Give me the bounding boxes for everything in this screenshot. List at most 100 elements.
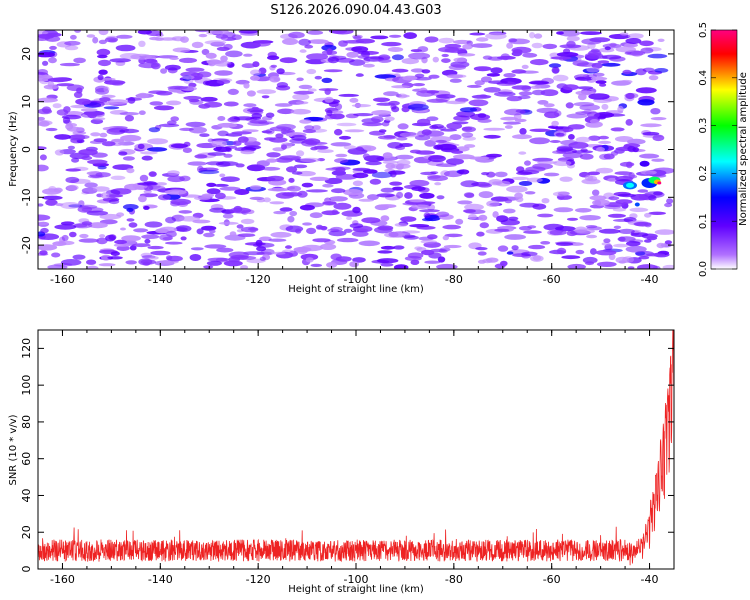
heatmap-cell: [483, 134, 501, 139]
heatmap-cell: [463, 209, 476, 213]
heatmap-cell: [603, 153, 615, 160]
heatmap-cell: [562, 152, 583, 159]
heatmap-cell: [349, 261, 359, 268]
heatmap-cell: [389, 34, 402, 38]
heatmap-cell: [599, 83, 607, 87]
heatmap-cell: [38, 69, 48, 76]
heatmap-cell: [220, 55, 228, 62]
heatmap-cell: [109, 58, 131, 63]
heatmap-cell: [56, 109, 69, 116]
heatmap-cell: [476, 231, 485, 237]
colorbar-tick-label: 0.3: [698, 118, 709, 134]
heatmap-cell: [650, 117, 667, 121]
heatmap-cell: [336, 122, 357, 127]
heatmap-cell: [575, 76, 594, 81]
heatmap-cell: [216, 46, 230, 52]
heatmap-cell: [217, 130, 229, 137]
heatmap-cell: [648, 75, 659, 81]
heatmap-cell: [399, 132, 420, 138]
heatmap-cell: [652, 134, 665, 142]
heatmap-cell: [294, 164, 308, 169]
heatmap-cell: [247, 108, 264, 113]
heatmap-cell: [625, 38, 642, 44]
heatmap-cell: [147, 147, 168, 152]
heatmap-cell: [137, 30, 152, 35]
heatmap-cell: [312, 125, 321, 130]
heatmap-cell: [424, 36, 439, 43]
heatmap-cell: [598, 228, 621, 234]
heatmap-cell: [627, 266, 635, 269]
heatmap-cell: [39, 120, 50, 127]
y-tick-label: 0: [20, 146, 33, 153]
heatmap-cell: [555, 242, 574, 247]
heatmap-cell: [528, 81, 550, 85]
heatmap-cell: [125, 260, 137, 265]
heatmap-cell: [200, 96, 218, 102]
heatmap-cell: [592, 72, 605, 77]
heatmap-cell: [657, 38, 665, 42]
heatmap-cell: [308, 39, 329, 44]
heatmap-cell: [97, 165, 107, 170]
heatmap-cell: [524, 191, 536, 195]
heatmap-cell: [206, 161, 224, 166]
heatmap-cell: [299, 119, 312, 124]
heatmap-cell: [595, 167, 614, 174]
heatmap-cell: [610, 127, 625, 132]
heatmap-cell: [110, 251, 120, 256]
heatmap-cell: [240, 226, 259, 233]
y-tick-label: -10: [20, 188, 33, 206]
heatmap-cell: [206, 59, 222, 65]
heatmap-peak: [657, 181, 662, 185]
heatmap-cell: [619, 79, 633, 84]
heatmap-cell: [322, 201, 337, 206]
heatmap-cell: [86, 34, 96, 38]
heatmap-cell: [351, 46, 369, 53]
heatmap-cell: [322, 183, 334, 188]
heatmap-cell: [449, 78, 462, 83]
heatmap-cell: [419, 209, 440, 213]
heatmap-cell: [43, 84, 59, 90]
heatmap-cell: [269, 201, 285, 205]
heatmap-cell: [277, 108, 295, 115]
heatmap-cell: [401, 106, 410, 113]
heatmap-cell: [521, 64, 529, 69]
heatmap-cell: [443, 244, 462, 249]
heatmap-cell: [206, 182, 217, 187]
heatmap-cell: [423, 212, 431, 219]
heatmap-cell: [506, 185, 528, 193]
heatmap-cell: [613, 243, 629, 248]
heatmap-cell: [625, 119, 633, 126]
heatmap-cell: [54, 224, 77, 230]
heatmap-cell: [601, 242, 611, 246]
heatmap-cell: [390, 171, 397, 178]
heatmap-cell: [116, 34, 133, 39]
heatmap-cell: [88, 222, 108, 229]
heatmap-cell: [356, 146, 364, 151]
heatmap-cell: [188, 126, 207, 134]
heatmap-cell: [307, 30, 324, 35]
heatmap-cell: [592, 189, 600, 196]
heatmap-cell: [568, 134, 575, 140]
heatmap-cell: [595, 249, 617, 256]
heatmap-cell: [139, 174, 149, 182]
heatmap-cell: [421, 129, 432, 136]
heatmap-cell: [167, 85, 188, 90]
heatmap-cell: [213, 146, 232, 152]
heatmap-cell: [382, 160, 399, 164]
heatmap-cell: [326, 48, 333, 55]
heatmap-cell: [306, 68, 317, 75]
heatmap-cell: [310, 263, 323, 267]
heatmap-cell: [387, 47, 404, 52]
heatmap-cell: [455, 218, 464, 225]
heatmap-cell: [627, 145, 636, 153]
heatmap-cell: [460, 180, 479, 188]
heatmap-cell: [122, 156, 135, 161]
heatmap-cell: [552, 191, 569, 197]
heatmap-cell: [584, 174, 594, 182]
heatmap-cell: [293, 90, 315, 95]
heatmap-cell: [216, 247, 234, 253]
heatmap-cell: [324, 177, 343, 185]
heatmap-cell: [530, 85, 542, 90]
heatmap-cell: [38, 214, 51, 221]
heatmap-cell: [103, 106, 120, 110]
